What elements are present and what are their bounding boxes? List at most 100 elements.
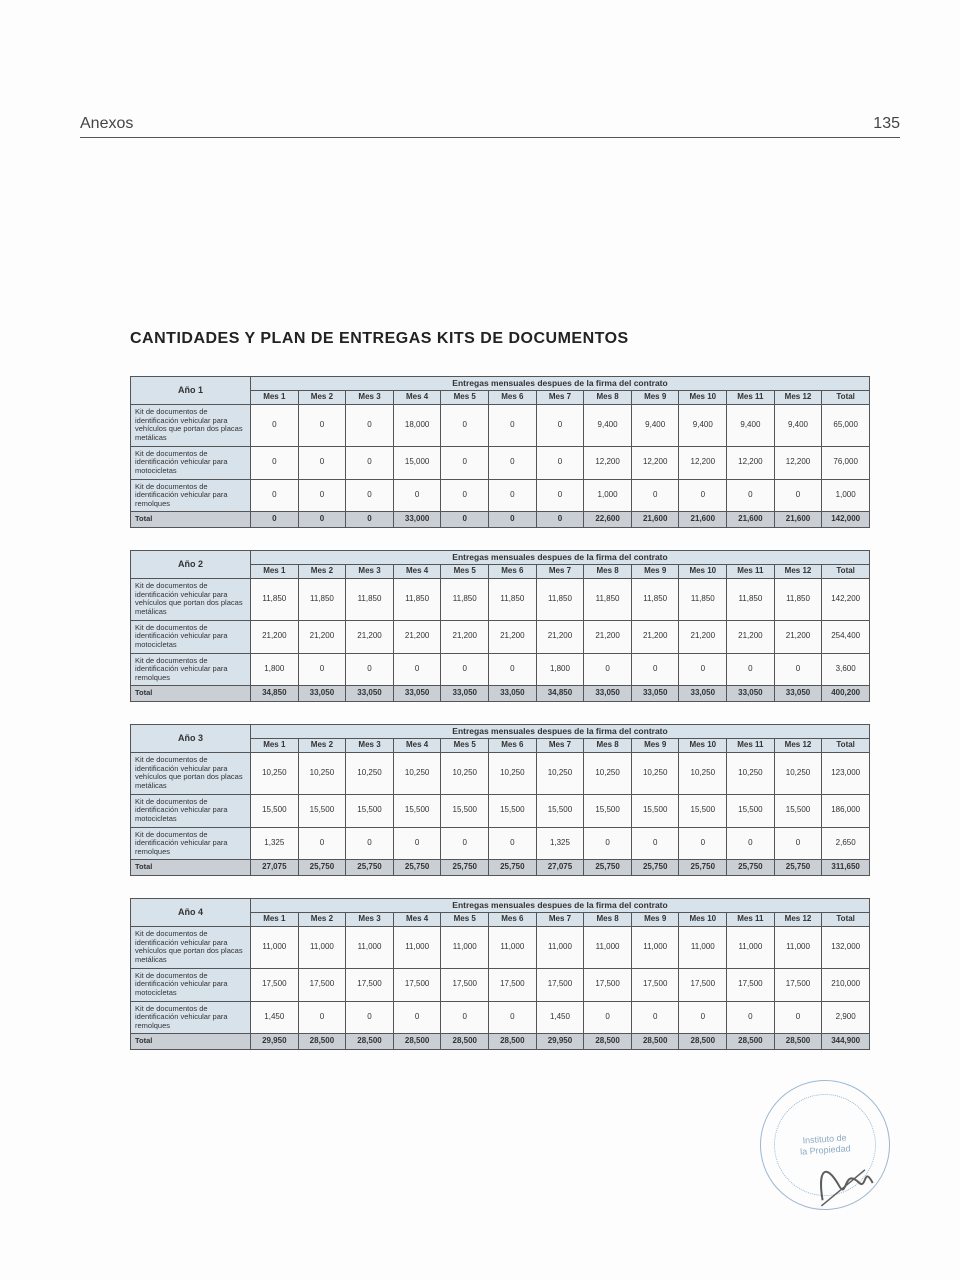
total-cell: 29,950 xyxy=(536,1034,584,1050)
total-cell: 33,050 xyxy=(441,686,489,702)
data-cell: 0 xyxy=(774,653,822,686)
data-cell: 0 xyxy=(489,479,537,512)
month-header: Mes 7 xyxy=(536,739,584,753)
total-cell: 28,500 xyxy=(441,1034,489,1050)
total-row: Total00033,00000022,60021,60021,60021,60… xyxy=(131,512,870,528)
data-cell: 0 xyxy=(298,405,346,447)
data-cell: 0 xyxy=(679,479,727,512)
month-header: Mes 8 xyxy=(584,565,632,579)
data-cell: 1,325 xyxy=(536,827,584,860)
data-cell: 0 xyxy=(441,827,489,860)
total-cell: 28,500 xyxy=(774,1034,822,1050)
data-cell: 21,200 xyxy=(774,620,822,653)
delivery-table-year-1: Año 1Entregas mensuales despues de la fi… xyxy=(130,376,870,528)
total-cell: 311,650 xyxy=(822,860,870,876)
total-cell: 33,050 xyxy=(298,686,346,702)
data-cell: 9,400 xyxy=(631,405,679,447)
data-cell: 17,500 xyxy=(727,968,775,1001)
month-header: Mes 10 xyxy=(679,913,727,927)
data-cell: 10,250 xyxy=(489,753,537,795)
total-cell: 0 xyxy=(489,512,537,528)
data-cell: 15,500 xyxy=(251,794,299,827)
data-cell: 21,200 xyxy=(441,620,489,653)
data-cell: 21,200 xyxy=(393,620,441,653)
data-cell: 0 xyxy=(393,653,441,686)
month-header: Mes 5 xyxy=(441,391,489,405)
data-cell: 0 xyxy=(441,405,489,447)
data-cell: 10,250 xyxy=(346,753,394,795)
delivery-table-year-3: Año 3Entregas mensuales despues de la fi… xyxy=(130,724,870,876)
total-cell: 33,050 xyxy=(727,686,775,702)
data-cell: 2,900 xyxy=(822,1001,870,1034)
data-cell: 0 xyxy=(536,479,584,512)
total-cell: 25,750 xyxy=(584,860,632,876)
data-cell: 0 xyxy=(298,1001,346,1034)
month-header: Mes 9 xyxy=(631,913,679,927)
data-cell: 10,250 xyxy=(631,753,679,795)
data-cell: 0 xyxy=(774,479,822,512)
total-cell: 0 xyxy=(346,512,394,528)
month-header: Mes 5 xyxy=(441,565,489,579)
year-label: Año 2 xyxy=(131,551,251,579)
data-cell: 10,250 xyxy=(298,753,346,795)
total-cell: 34,850 xyxy=(251,686,299,702)
section-title: Anexos xyxy=(80,115,133,133)
data-cell: 11,000 xyxy=(393,927,441,969)
data-cell: 0 xyxy=(346,446,394,479)
month-header: Mes 3 xyxy=(346,739,394,753)
data-cell: 11,000 xyxy=(584,927,632,969)
row-label: Kit de documentos de identificación vehi… xyxy=(131,579,251,621)
month-header: Mes 6 xyxy=(489,739,537,753)
data-cell: 12,200 xyxy=(679,446,727,479)
month-header: Mes 4 xyxy=(393,391,441,405)
table-row: Kit de documentos de identificación vehi… xyxy=(131,927,870,969)
data-cell: 17,500 xyxy=(536,968,584,1001)
data-cell: 0 xyxy=(298,479,346,512)
tables-container: Año 1Entregas mensuales despues de la fi… xyxy=(130,376,870,1050)
data-cell: 210,000 xyxy=(822,968,870,1001)
month-header: Mes 1 xyxy=(251,565,299,579)
data-cell: 65,000 xyxy=(822,405,870,447)
total-cell: 33,050 xyxy=(393,686,441,702)
table-row: Kit de documentos de identificación vehi… xyxy=(131,446,870,479)
data-cell: 0 xyxy=(584,1001,632,1034)
data-cell: 15,500 xyxy=(584,794,632,827)
data-cell: 11,850 xyxy=(584,579,632,621)
data-cell: 254,400 xyxy=(822,620,870,653)
data-cell: 12,200 xyxy=(774,446,822,479)
data-cell: 10,250 xyxy=(393,753,441,795)
data-cell: 1,325 xyxy=(251,827,299,860)
data-cell: 0 xyxy=(441,653,489,686)
month-header: Mes 5 xyxy=(441,913,489,927)
month-header: Mes 2 xyxy=(298,565,346,579)
row-label: Kit de documentos de identificación vehi… xyxy=(131,794,251,827)
data-cell: 15,500 xyxy=(393,794,441,827)
data-cell: 10,250 xyxy=(536,753,584,795)
month-header: Mes 12 xyxy=(774,739,822,753)
data-cell: 11,000 xyxy=(679,927,727,969)
data-cell: 17,500 xyxy=(251,968,299,1001)
delivery-table-year-4: Año 4Entregas mensuales despues de la fi… xyxy=(130,898,870,1050)
data-cell: 0 xyxy=(346,653,394,686)
total-cell: 28,500 xyxy=(584,1034,632,1050)
data-cell: 11,850 xyxy=(489,579,537,621)
data-cell: 3,600 xyxy=(822,653,870,686)
data-cell: 0 xyxy=(631,653,679,686)
data-cell: 1,450 xyxy=(536,1001,584,1034)
month-header: Mes 10 xyxy=(679,391,727,405)
data-cell: 0 xyxy=(346,1001,394,1034)
data-cell: 15,500 xyxy=(346,794,394,827)
delivery-table-year-2: Año 2Entregas mensuales despues de la fi… xyxy=(130,550,870,702)
data-cell: 11,850 xyxy=(441,579,489,621)
month-header: Mes 11 xyxy=(727,565,775,579)
total-cell: 25,750 xyxy=(393,860,441,876)
data-cell: 0 xyxy=(489,1001,537,1034)
row-label: Kit de documentos de identificación vehi… xyxy=(131,968,251,1001)
data-cell: 17,500 xyxy=(489,968,537,1001)
data-cell: 11,000 xyxy=(536,927,584,969)
data-cell: 11,000 xyxy=(346,927,394,969)
month-header: Mes 3 xyxy=(346,913,394,927)
data-cell: 0 xyxy=(251,446,299,479)
row-label: Kit de documentos de identificación vehi… xyxy=(131,405,251,447)
data-cell: 10,250 xyxy=(441,753,489,795)
